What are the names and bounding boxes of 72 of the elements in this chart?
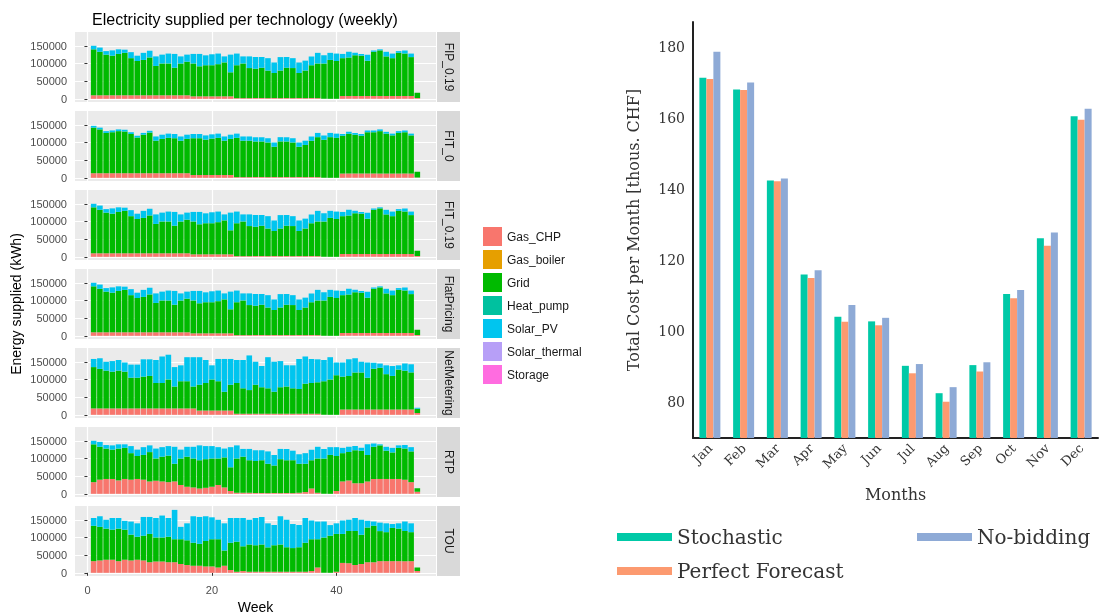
- y-tick-label: 50000: [36, 154, 67, 167]
- x-tick-label: Jan: [688, 440, 716, 468]
- y-tick-label: 100000: [30, 531, 67, 544]
- y-tick-label: 50000: [36, 391, 67, 404]
- y-tick-label: 0: [60, 408, 67, 421]
- legend-label: Gas_CHP: [507, 229, 562, 244]
- y-tick-label: 0: [60, 92, 67, 105]
- y-tick-label: 150000: [30, 118, 67, 131]
- x-tick-label: 20: [205, 583, 219, 596]
- legend-label: Gas_boiler: [507, 252, 566, 267]
- y-tick-label: 50000: [36, 75, 67, 88]
- y-tick-label: 50000: [36, 470, 67, 483]
- y-tick-label: 50000: [36, 549, 67, 562]
- x-tick-label: Apr: [788, 440, 817, 469]
- y-tick-label: 150000: [30, 276, 67, 289]
- x-axis-title: Months: [864, 484, 927, 504]
- legend-label: Solar_thermal: [507, 344, 582, 359]
- bar: [271, 142, 277, 147]
- legend-label: Heat_pump: [507, 298, 570, 313]
- bar: [408, 53, 414, 58]
- y-tick-label: 150000: [30, 513, 67, 526]
- y-tick-label: 50000: [36, 312, 67, 325]
- bar: [408, 290, 414, 295]
- y-tick-label: 120: [658, 252, 685, 269]
- y-tick-label: 100: [658, 323, 685, 340]
- y-axis-title: Energy supplied (kWh): [8, 233, 24, 375]
- x-tick-label: Jul: [893, 440, 918, 466]
- x-tick-label: 40: [330, 583, 343, 596]
- y-tick-label: 50000: [36, 233, 67, 246]
- legend-label: Stochastic: [677, 525, 783, 549]
- y-tick-label: 180: [658, 38, 685, 55]
- y-tick-label: 0: [60, 171, 67, 184]
- x-tick-label: Oct: [991, 440, 1020, 468]
- x-tick-label: Aug: [921, 440, 952, 471]
- legend-label: Grid: [507, 275, 530, 290]
- y-tick-label: 150000: [30, 197, 67, 210]
- y-tick-label: 0: [60, 566, 67, 579]
- y-tick-label: 100000: [30, 373, 67, 386]
- bar: [408, 211, 414, 216]
- text: TOU: [441, 528, 456, 554]
- text: FIP_0.19: [441, 42, 456, 92]
- text: FIT_0: [441, 130, 456, 162]
- y-tick-label: 140: [658, 181, 685, 198]
- y-tick-label: 0: [60, 487, 67, 500]
- y-tick-label: 0: [60, 250, 67, 263]
- legend-label: No-bidding: [977, 525, 1091, 549]
- y-tick-label: 80: [667, 394, 685, 411]
- legend-label: Solar_PV: [507, 321, 558, 336]
- y-axis-title: Total Cost per Month [thous. CHF]: [623, 88, 643, 372]
- y-tick-label: 150000: [30, 355, 67, 368]
- x-tick-label: Feb: [721, 440, 749, 469]
- y-tick-label: 150000: [30, 434, 67, 447]
- y-tick-label: 100000: [30, 294, 67, 307]
- x-tick-label: Jun: [856, 440, 884, 469]
- y-tick-label: 100000: [30, 452, 67, 465]
- text: NetMetering: [441, 350, 456, 416]
- x-axis-title: Week: [237, 599, 275, 613]
- y-tick-label: 160: [658, 110, 685, 126]
- y-tick-label: 100000: [30, 215, 67, 228]
- text: RTP: [441, 450, 456, 474]
- y-tick-label: 150000: [30, 39, 67, 52]
- y-tick-label: 0: [60, 329, 67, 342]
- y-tick-label: 100000: [30, 57, 67, 70]
- text: FIT_0.19: [441, 200, 456, 250]
- text: FlatPricing: [441, 275, 456, 333]
- legend-label: Storage: [507, 367, 550, 382]
- x-tick-label: 0: [84, 583, 91, 596]
- legend-label: Perfect Forecast: [677, 559, 844, 583]
- x-tick-label: Dec: [1057, 440, 1087, 470]
- chart-title: Electricity supplied per technology (weekly): [92, 10, 398, 28]
- y-tick-label: 100000: [30, 136, 67, 149]
- x-tick-label: Sep: [956, 440, 986, 469]
